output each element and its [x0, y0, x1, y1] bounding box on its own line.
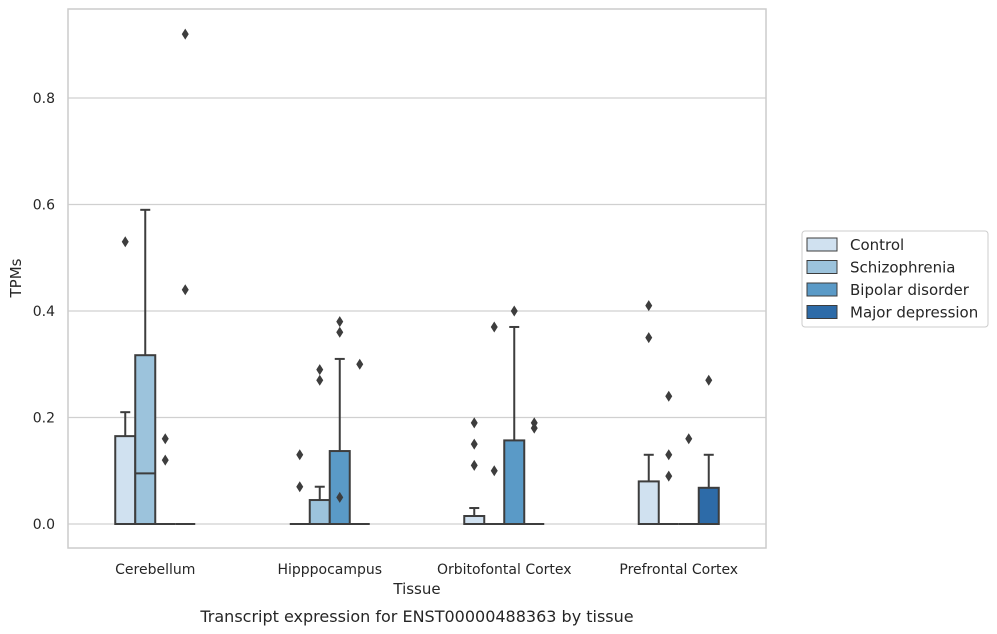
x-tick-label: Orbitofontal Cortex	[437, 562, 572, 578]
box	[503, 439, 526, 525]
outlier-point	[530, 422, 538, 434]
outlier-point	[161, 433, 169, 445]
box-group	[484, 321, 505, 525]
box	[114, 435, 137, 526]
box-group	[637, 300, 660, 525]
outlier-point	[356, 358, 364, 370]
legend-label: Control	[850, 236, 904, 254]
outlier-point	[296, 449, 304, 461]
outlier-point	[336, 316, 344, 328]
chart-caption: Transcript expression for ENST0000048836…	[199, 607, 633, 626]
box-group	[328, 316, 351, 525]
box	[308, 499, 331, 526]
outlier-point	[665, 470, 673, 482]
outlier-point	[685, 433, 693, 445]
outlier-point	[336, 326, 344, 338]
box-group	[134, 208, 157, 526]
outlier-point	[645, 332, 653, 344]
y-axis-title: TPMs	[7, 258, 25, 298]
outlier-point	[665, 449, 673, 461]
legend-swatch	[806, 282, 838, 297]
box	[697, 486, 720, 526]
legend-swatch	[806, 237, 838, 252]
outlier-point	[336, 491, 344, 503]
y-tick-label: 0.2	[33, 411, 55, 427]
box-group	[289, 449, 310, 525]
box-group	[678, 433, 699, 525]
outlier-point	[316, 364, 324, 376]
box-group	[175, 28, 196, 525]
outlier-point	[470, 417, 478, 429]
x-axis-title: Tissue	[392, 580, 440, 598]
y-tick-labels: 0.0 0.2 0.4 0.6 0.8	[33, 91, 55, 533]
boxes	[114, 28, 720, 526]
outlier-point	[181, 284, 189, 296]
outlier-point	[316, 374, 324, 386]
outlier-point	[181, 28, 189, 40]
x-tick-label: Hipppocampus	[277, 562, 382, 578]
box	[134, 354, 157, 526]
box-group	[524, 417, 545, 525]
legend-label: Major depression	[850, 304, 978, 322]
legend-frame	[801, 230, 989, 328]
y-tick-label: 0.0	[33, 517, 55, 533]
box	[463, 515, 486, 526]
box	[328, 450, 351, 525]
box-group	[114, 236, 137, 526]
outlier-point	[296, 481, 304, 493]
x-tick-label: Prefrontal Cortex	[619, 562, 738, 578]
outlier-point	[470, 459, 478, 471]
legend-swatch	[806, 305, 838, 319]
grid-lines	[68, 97, 766, 525]
box-group	[658, 390, 679, 525]
outlier-point	[665, 390, 673, 402]
outlier-point	[490, 465, 498, 477]
box-group	[503, 305, 526, 525]
outlier-point	[161, 454, 169, 466]
box	[637, 480, 660, 525]
legend-swatch	[806, 260, 838, 274]
outlier-point	[510, 305, 518, 317]
outlier-point	[645, 300, 653, 312]
outlier-point	[121, 236, 129, 248]
legend-label: Bipolar disorder	[850, 281, 970, 299]
outlier-point	[705, 374, 713, 386]
outlier-point	[490, 321, 498, 333]
box-group	[349, 358, 370, 525]
y-tick-label: 0.8	[33, 91, 55, 107]
plot-frame	[67, 8, 767, 549]
x-tick-labels: Cerebellum Hipppocampus Orbitofontal Corte…	[115, 562, 738, 578]
y-tick-label: 0.6	[33, 198, 55, 214]
box-group	[697, 374, 720, 526]
x-tick-label: Cerebellum	[115, 562, 195, 578]
legend-label: Schizophrenia	[850, 259, 955, 277]
box-group	[463, 417, 486, 526]
box-group	[308, 364, 331, 526]
outlier-point	[470, 438, 478, 450]
y-tick-label: 0.4	[33, 304, 55, 320]
box-group	[155, 433, 176, 525]
legend: Control Schizophrenia Bipolar disorder Majo…	[801, 230, 989, 328]
